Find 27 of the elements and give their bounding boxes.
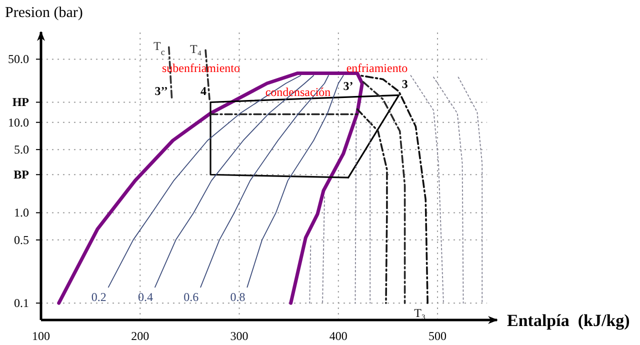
- annotation: 3’: [343, 79, 354, 94]
- annotation: 4: [200, 84, 207, 98]
- series-label: 0.4: [138, 290, 153, 304]
- y-tick-label: 1.0: [14, 206, 29, 220]
- annotation: enfriamiento: [346, 61, 408, 75]
- series-label: 0.2: [91, 290, 106, 304]
- y-tick-label: 10.0: [8, 115, 29, 130]
- series-label: T₄: [190, 42, 202, 56]
- series-label: T$_{c}$: [154, 39, 165, 58]
- series-label: 0.6: [184, 290, 199, 304]
- x-tick-label: 400: [329, 329, 348, 343]
- x-tick-label: 200: [131, 329, 150, 343]
- annotation: 3’’: [154, 84, 168, 98]
- y-axis-title: Presion (bar): [5, 5, 83, 21]
- x-axis-title: Entalpía (kJ/kg): [507, 311, 630, 330]
- x-tick-label: 100: [32, 329, 50, 343]
- y-tick-label: 5.0: [14, 142, 29, 157]
- series-label: T₃: [414, 306, 426, 320]
- x-tick-label: 300: [230, 329, 248, 343]
- x-tick-label: 500: [428, 329, 447, 343]
- y-tick-label: 0.5: [14, 232, 29, 247]
- y-tick-label: HP: [12, 95, 29, 110]
- annotation: 3: [402, 77, 408, 92]
- y-tick-label: 0.1: [14, 296, 29, 310]
- y-tick-label: BP: [14, 168, 29, 182]
- y-tick-label: 50.0: [8, 52, 29, 66]
- series-label: 0.8: [230, 290, 246, 304]
